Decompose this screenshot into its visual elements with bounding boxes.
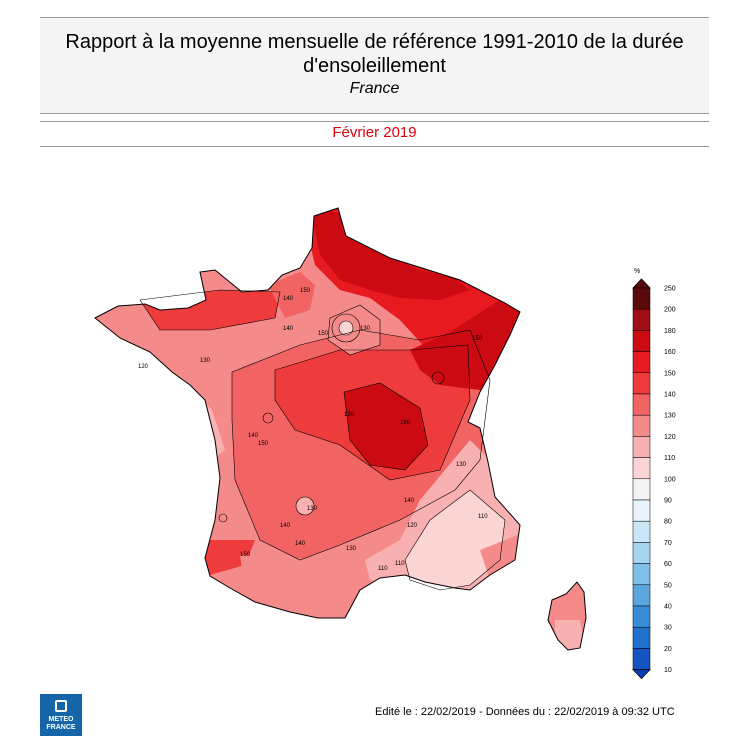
scale-swatch <box>632 584 651 607</box>
scale-swatch <box>632 372 651 395</box>
scale-swatch <box>632 436 651 458</box>
contour-label: 130 <box>360 326 371 332</box>
contour-label: 130 <box>346 546 357 552</box>
scale-swatch <box>632 330 651 352</box>
scale-tick-label: 10 <box>664 667 672 674</box>
contour-label: 150 <box>344 412 355 418</box>
scale-tick-label: 70 <box>664 540 672 547</box>
scale-tick-label: 130 <box>664 413 676 420</box>
scale-swatch <box>632 351 651 374</box>
contour-labels: 140 150 150 140 130 150 120 130 140 150 … <box>138 288 488 572</box>
scale-tick-label: 200 <box>664 307 676 314</box>
scale-tick-label: 20 <box>664 646 672 653</box>
contour-label: 140 <box>283 296 294 302</box>
map-title-line2: d'ensoleillement <box>303 55 446 77</box>
map-title-line1: Rapport à la moyenne mensuelle de référe… <box>65 31 684 53</box>
scale-arrow-top <box>632 278 651 289</box>
scale-tick-label: 80 <box>664 519 672 526</box>
zone-paris-110 <box>339 321 353 335</box>
scale-tick-label: 30 <box>664 625 672 632</box>
scale-swatch <box>632 605 651 628</box>
divider-top <box>40 121 709 122</box>
france-coastline <box>94 207 521 619</box>
footer-edit-info: Edité le : 22/02/2019 - Données du : 22/… <box>375 706 675 718</box>
contour-label: 150 <box>300 288 311 294</box>
scale-swatch <box>632 520 651 543</box>
divider-bottom <box>40 146 709 147</box>
scale-swatch <box>632 308 651 331</box>
scale-swatch <box>632 393 651 416</box>
scale-swatch <box>632 542 651 564</box>
scale-swatch <box>632 626 651 649</box>
scale-swatch <box>632 648 651 670</box>
contour-label: 110 <box>478 514 488 520</box>
scale-tick-label: 40 <box>664 604 672 611</box>
scale-tick-label: 110 <box>664 455 675 462</box>
zone-paris-130 <box>328 305 380 355</box>
scale-tick-label: 50 <box>664 582 672 589</box>
contour-label: 140 <box>280 523 291 529</box>
contour-label: 130 <box>307 506 318 512</box>
contour-label: 140 <box>248 433 259 439</box>
contour-label: 120 <box>407 523 418 529</box>
zone-languedoc-130 <box>290 575 340 615</box>
contour-label: 150 <box>318 331 329 337</box>
scale-swatch <box>632 563 651 586</box>
zone-massif-central-120 <box>296 497 314 515</box>
contour-label: 150 <box>472 336 483 342</box>
zone-southwest-150 <box>200 540 255 575</box>
scale-swatch <box>632 478 651 501</box>
scale-swatch <box>632 414 651 437</box>
contour-label: 130 <box>200 358 211 364</box>
scale-tick-label: 140 <box>664 392 676 399</box>
contour-label: 140 <box>295 541 306 547</box>
contour-label: 150 <box>258 441 269 447</box>
contour-label: 160 <box>400 420 411 426</box>
period-label: Février 2019 <box>332 124 417 141</box>
scale-tick-label: 100 <box>664 476 676 483</box>
meteo-france-logo: METEO FRANCE <box>40 694 82 736</box>
contour-label: 140 <box>283 326 294 332</box>
contour-label: 140 <box>404 498 415 504</box>
contour-label: 130 <box>456 462 467 468</box>
scale-tick-label: 150 <box>664 370 676 377</box>
france-map <box>95 208 520 618</box>
scale-arrow-bottom <box>632 669 651 680</box>
zone-southeast-110 <box>405 490 505 590</box>
contour-label: 110 <box>395 561 405 567</box>
scale-tick-label: 160 <box>664 349 676 356</box>
contour-lines <box>139 289 506 591</box>
title-panel: Rapport à la moyenne mensuelle de référe… <box>40 17 709 114</box>
scale-tick-label: 90 <box>664 498 672 505</box>
contour-label: 120 <box>138 364 149 370</box>
color-scale: 250 200 180 160 150 140 130 120 110 100 90 80 70 60 50… <box>632 278 676 680</box>
logo-icon <box>55 700 67 712</box>
zone-centre-160 <box>344 383 428 470</box>
scale-unit-label: % <box>634 268 641 275</box>
scale-tick-label: 60 <box>664 561 672 568</box>
scale-tick-label: 180 <box>664 328 676 335</box>
scale-swatch <box>632 457 651 480</box>
corsica-map <box>547 581 587 651</box>
map-subtitle: France <box>349 80 400 97</box>
scale-tick-label: 120 <box>664 434 676 441</box>
zone-normandy-140 <box>268 272 315 318</box>
scale-tick-label: 250 <box>664 286 676 293</box>
scale-swatch <box>632 287 651 310</box>
scale-swatch <box>632 499 651 522</box>
contour-label: 110 <box>378 566 388 572</box>
contour-label: 150 <box>240 552 251 558</box>
